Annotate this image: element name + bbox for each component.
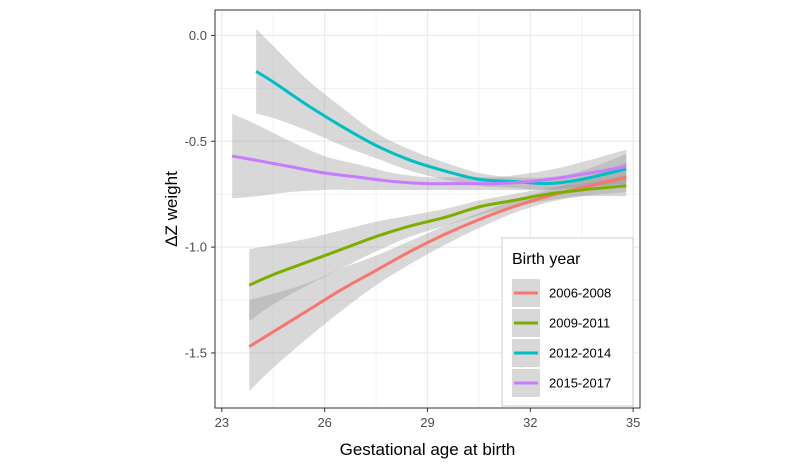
axes: 23 26 29 32 35 0.0 -0.5 -1.0 -1.5 (185, 28, 641, 430)
x-tick-label: 23 (215, 415, 229, 430)
x-tick-label: 26 (317, 415, 331, 430)
series-lines (231, 70, 627, 348)
y-tick-label: -1.0 (185, 240, 207, 255)
series-line-2015-2017 (231, 154, 627, 186)
legend-label-2012-2014: 2012-2014 (549, 346, 611, 361)
y-tick-label: -0.5 (185, 134, 207, 149)
legend: Birth year 2006-20082009-20112012-201420… (501, 237, 634, 407)
series-line-2006-2008 (248, 175, 627, 348)
x-tick-label: 32 (523, 415, 537, 430)
legend-label-2006-2008: 2006-2008 (549, 286, 611, 301)
series-line-2012-2014 (255, 70, 627, 186)
x-axis-title: Gestational age at birth (340, 440, 516, 459)
legend-title: Birth year (512, 251, 581, 268)
x-tick-label: 29 (420, 415, 434, 430)
confidence-band-2015-2017 (232, 113, 627, 199)
y-axis-title: ΔZ weight (162, 171, 181, 247)
x-tick-label: 35 (626, 415, 640, 430)
legend-label-2009-2011: 2009-2011 (549, 316, 610, 331)
y-tick-label: -1.5 (185, 345, 207, 360)
legend-label-2015-2017: 2015-2017 (549, 376, 611, 391)
y-tick-label: 0.0 (189, 28, 207, 43)
legend-items: 2006-2008 2009-2011 2012-2014 2015-2017 (512, 279, 611, 397)
series-line-2009-2011 (248, 184, 627, 287)
